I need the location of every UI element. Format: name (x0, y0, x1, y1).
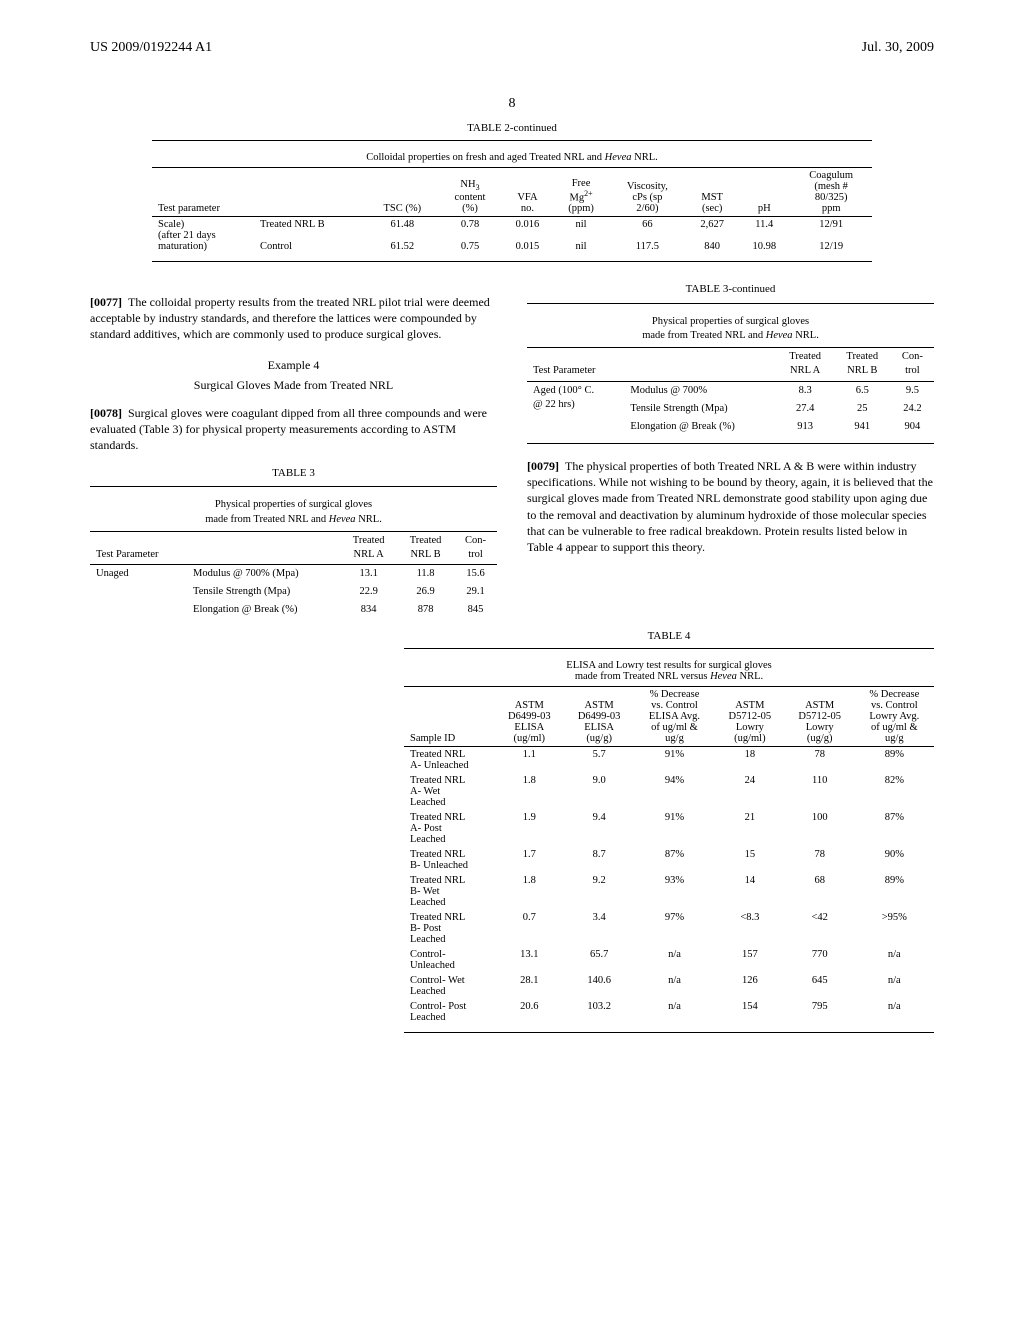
right-column: TABLE 3-continued Physical properties of… (527, 282, 934, 620)
table-row: Control 61.520.750.015nil117.584010.9812… (152, 236, 872, 254)
table3c-caption: TABLE 3-continued (527, 282, 934, 297)
left-column: [0077] The colloidal property results fr… (90, 282, 497, 620)
table-row: Treated NRLB- PostLeached0.73.497%<8.3<4… (404, 910, 934, 947)
example4-subtitle: Surgical Gloves Made from Treated NRL (90, 377, 497, 393)
table3-header: Test Parameter TreatedNRL A TreatedNRL B… (90, 531, 497, 564)
publication-date: Jul. 30, 2009 (862, 40, 934, 56)
table3: Physical properties of surgical gloves m… (90, 486, 497, 619)
table-row: Treated NRLB- Unleached1.78.787%157890% (404, 847, 934, 873)
para-78: [0078] Surgical gloves were coagulant di… (90, 405, 497, 454)
table2-caption: TABLE 2-continued (90, 122, 934, 134)
table-row: Scale)(after 21 daysmaturation) Treated … (152, 217, 872, 236)
table3-caption: TABLE 3 (90, 466, 497, 481)
table4-header: Sample ID ASTMD6499-03ELISA(ug/ml) ASTMD… (404, 686, 934, 746)
table-row: Aged (100° C.@ 22 hrs) Modulus @ 700%8.3… (527, 381, 934, 400)
publication-number: US 2009/0192244 A1 (90, 40, 212, 56)
example4-title: Example 4 (90, 357, 497, 373)
para-79: [0079] The physical properties of both T… (527, 458, 934, 555)
table4: ELISA and Lowry test results for surgica… (404, 648, 934, 1033)
table2-header-row: Test parameter TSC (%) NH3content(%) VFA… (152, 168, 872, 217)
para-77: [0077] The colloidal property results fr… (90, 294, 497, 343)
page-header: US 2009/0192244 A1 Jul. 30, 2009 (90, 40, 934, 56)
table-row: Unaged Modulus @ 700% (Mpa)13.111.815.6 (90, 565, 497, 584)
table-row: Treated NRLA- Unleached1.15.791%187889% (404, 746, 934, 773)
table3-continued: Physical properties of surgical gloves m… (527, 303, 934, 444)
table-row: Control- WetLeached28.1140.6n/a126645n/a (404, 973, 934, 999)
table2-subtitle: Colloidal properties on fresh and aged T… (152, 148, 872, 168)
table-row: Treated NRLA- WetLeached1.89.094%2411082… (404, 773, 934, 810)
page-number: 8 (90, 96, 934, 112)
table-row: Control- PostLeached20.6103.2n/a154795n/… (404, 999, 934, 1025)
table2: Colloidal properties on fresh and aged T… (152, 140, 872, 262)
table4-caption: TABLE 4 (404, 630, 934, 642)
table-row: Treated NRLB- WetLeached1.89.293%146889% (404, 873, 934, 910)
table-row: Control-Unleached13.165.7n/a157770n/a (404, 947, 934, 973)
table-row: Treated NRLA- PostLeached1.99.491%211008… (404, 810, 934, 847)
